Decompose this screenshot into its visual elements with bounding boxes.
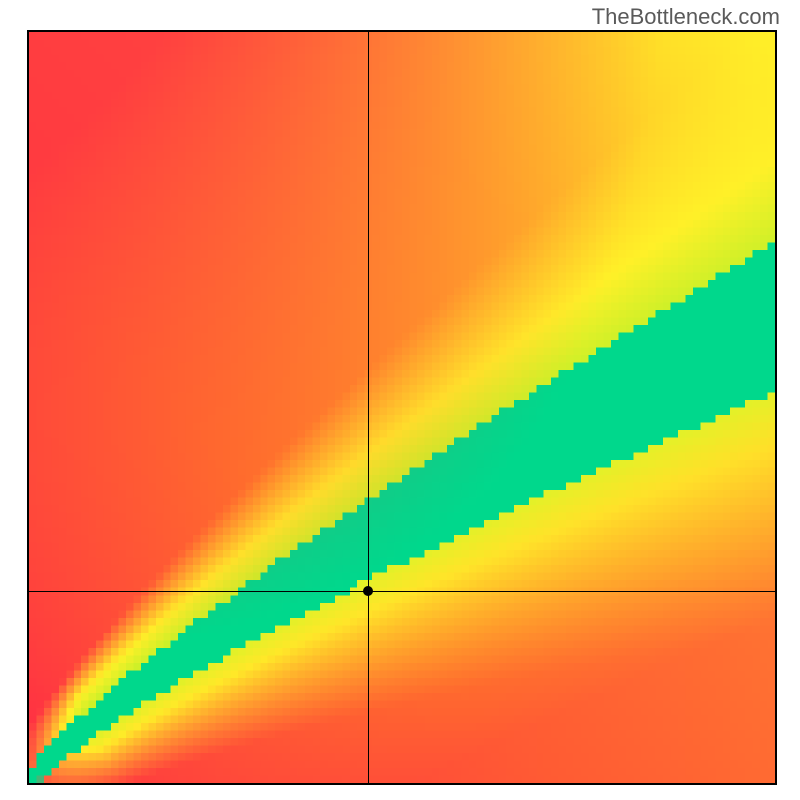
- watermark-text: TheBottleneck.com: [592, 4, 780, 30]
- chart-container: TheBottleneck.com: [0, 0, 800, 800]
- crosshair-horizontal-line: [29, 591, 775, 592]
- crosshair-vertical-line: [368, 32, 369, 783]
- crosshair-marker-dot: [363, 586, 373, 596]
- plot-area: [27, 30, 777, 785]
- heatmap-canvas: [29, 32, 775, 783]
